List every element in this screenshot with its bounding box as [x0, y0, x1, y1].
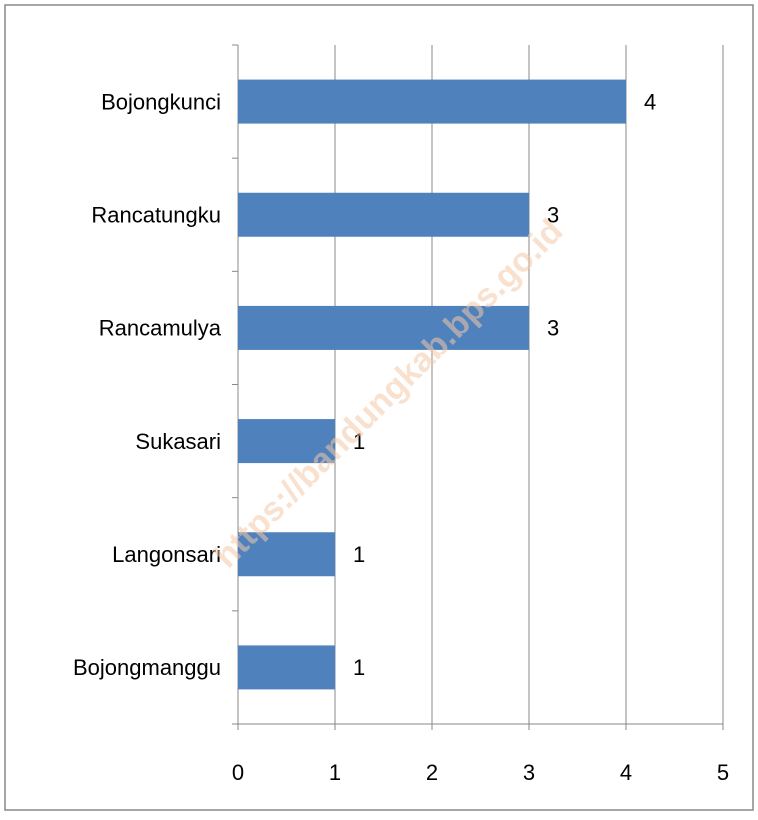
y-tick-label: Langonsari — [112, 542, 221, 567]
bar — [238, 305, 529, 350]
x-tick-label: 3 — [523, 760, 535, 785]
bar — [238, 645, 335, 690]
y-tick-label: Rancatungku — [91, 203, 221, 228]
value-label: 1 — [353, 542, 365, 567]
y-tick-label: Bojongkunci — [101, 89, 221, 114]
x-tick-label: 5 — [717, 760, 729, 785]
bar — [238, 532, 335, 577]
y-tick-label: Sukasari — [135, 429, 221, 454]
bar — [238, 79, 626, 124]
x-tick-label: 1 — [329, 760, 341, 785]
value-label: 1 — [353, 429, 365, 454]
bar — [238, 419, 335, 464]
value-label: 3 — [547, 316, 559, 341]
value-label: 3 — [547, 203, 559, 228]
chart-border — [4, 4, 754, 811]
x-tick-label: 0 — [232, 760, 244, 785]
x-tick-label: 2 — [426, 760, 438, 785]
value-label: 4 — [644, 89, 656, 114]
value-label: 1 — [353, 655, 365, 680]
y-tick-label: Rancamulya — [99, 316, 222, 341]
bar — [238, 192, 529, 237]
y-tick-label: Bojongmanggu — [73, 655, 221, 680]
x-tick-label: 4 — [620, 760, 632, 785]
